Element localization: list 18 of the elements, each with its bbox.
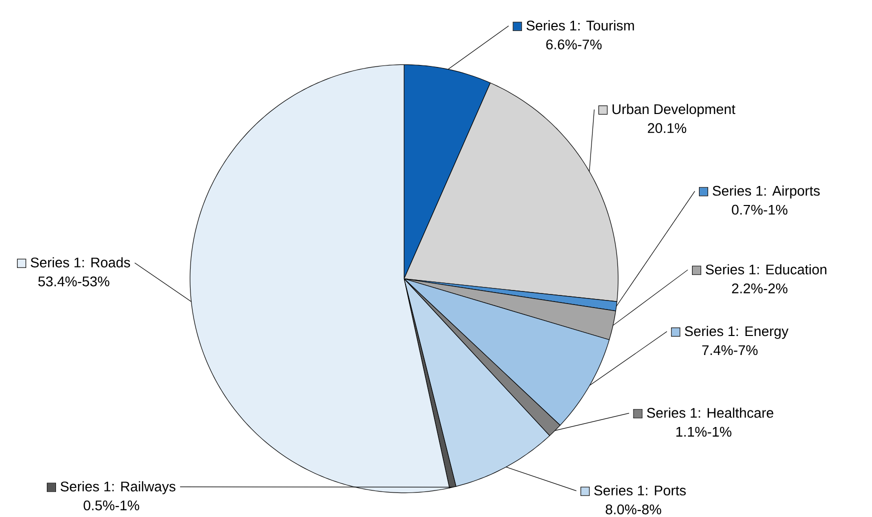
data-label: 0.7%-1% — [732, 204, 788, 215]
data-label: 0.5%-1% — [84, 500, 140, 511]
data-label: 1.1%-1% — [676, 427, 732, 437]
legend-label: Series 1: Healthcare — [646, 408, 774, 418]
legend-label: Series 1: Education — [706, 264, 826, 275]
data-label: 2.2%-2% — [732, 284, 788, 294]
legend-label: Series 1: Energy — [684, 326, 788, 340]
legend-label: Series 1: Ports — [594, 485, 686, 496]
data-label: 8.0%-8% — [606, 504, 662, 514]
legend-label: Series 1: Tourism — [526, 20, 634, 31]
legend-label: Series 1: Airports — [712, 186, 820, 199]
data-label: 20.1% — [648, 123, 686, 134]
legend-label: Series 1: Railways — [60, 481, 176, 494]
data-label: 53.4%-53% — [38, 276, 110, 287]
data-label: 7.4%-7% — [702, 345, 758, 356]
data-label: 6.6%-7% — [546, 40, 602, 50]
legend-label: Urban Development — [612, 104, 736, 118]
legend-label: Series 1: Roads — [30, 257, 130, 268]
